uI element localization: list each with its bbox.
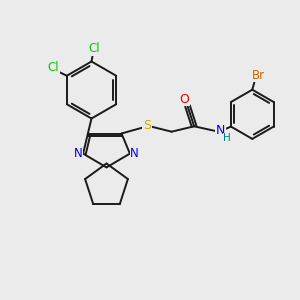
Text: H: H xyxy=(223,133,231,143)
Text: O: O xyxy=(180,93,189,106)
Text: Cl: Cl xyxy=(89,42,100,56)
Text: Br: Br xyxy=(252,69,265,82)
Text: Cl: Cl xyxy=(47,61,59,74)
Text: N: N xyxy=(215,124,225,137)
Text: N: N xyxy=(130,146,139,160)
Text: S: S xyxy=(143,118,151,132)
Text: N: N xyxy=(74,146,83,160)
